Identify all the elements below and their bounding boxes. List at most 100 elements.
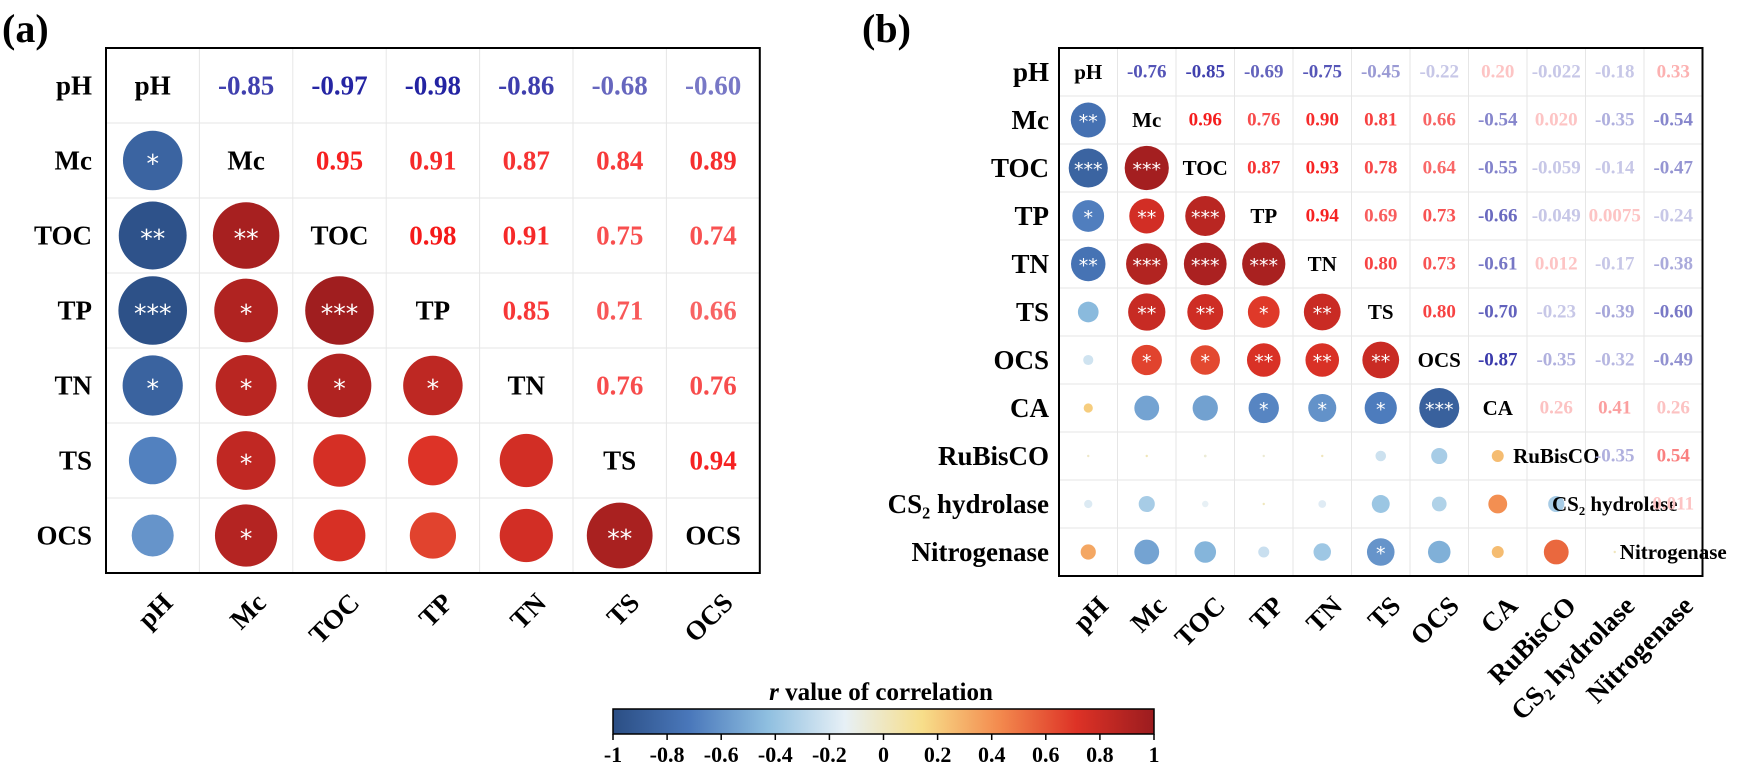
- correlation-value: -0.22: [1419, 62, 1459, 83]
- panel-label-b: (b): [862, 6, 911, 51]
- correlation-value: 0.73: [1423, 254, 1456, 275]
- colorbar-title-rest: value of correlation: [779, 679, 993, 706]
- diagonal-label: OCS: [685, 521, 741, 551]
- colorbar-tick-label: 0.8: [1086, 742, 1114, 767]
- significance-stars: **: [234, 224, 259, 253]
- colorbar-tick-label: 0.2: [924, 742, 952, 767]
- correlation-value: 0.64: [1423, 158, 1457, 179]
- significance-stars: *: [333, 374, 346, 403]
- correlation-value: 0.71: [596, 296, 643, 326]
- correlation-value: -0.49: [1653, 350, 1693, 371]
- correlation-circle: [409, 512, 456, 559]
- panel-a-heatmap: pH -0.85 -0.97 -0.98 -0.86 -0.68 -0.60 * Mc 0.95 0…: [34, 47, 761, 650]
- significance-stars: *: [1376, 399, 1386, 421]
- colorbar-gradient: [612, 708, 1155, 735]
- correlation-circle: [122, 130, 183, 191]
- correlation-value: -0.24: [1653, 206, 1693, 227]
- correlation-value: 0.89: [689, 146, 736, 176]
- significance-stars: *: [1201, 351, 1211, 373]
- correlation-circle: [1543, 539, 1569, 565]
- column-label-a: pH: [132, 587, 179, 634]
- correlation-circle: [1084, 499, 1093, 509]
- correlation-circle: [1202, 500, 1209, 508]
- row-label-a: pH: [56, 71, 92, 101]
- significance-stars: **: [140, 224, 165, 253]
- correlation-value: 0.80: [1364, 254, 1397, 275]
- colorbar-title-italic: r: [769, 679, 779, 706]
- correlation-value: 0.66: [1423, 110, 1456, 131]
- correlation-value: -0.45: [1361, 62, 1401, 83]
- row-label-b: TP: [1014, 201, 1049, 231]
- diagonal-label: TOC: [310, 221, 368, 251]
- correlation-value: -0.97: [311, 71, 367, 101]
- significance-stars: **: [1371, 351, 1390, 373]
- correlation-circle: [1242, 242, 1286, 286]
- correlation-value: 0.94: [1306, 206, 1340, 227]
- correlation-value: 0.87: [1247, 158, 1281, 179]
- correlation-value: 0.54: [1657, 446, 1691, 467]
- significance-stars: *: [240, 449, 253, 478]
- correlation-value: 0.76: [689, 371, 736, 401]
- correlation-value: 0.78: [1364, 158, 1397, 179]
- correlation-circle: [313, 509, 366, 562]
- correlation-value: 0.26: [1540, 398, 1573, 419]
- row-label-b: Mc: [1012, 105, 1049, 135]
- row-label-a: TN: [54, 371, 92, 401]
- correlation-value: 0.84: [596, 146, 643, 176]
- significance-stars: ***: [1425, 399, 1454, 421]
- correlation-value: -0.55: [1478, 158, 1518, 179]
- correlation-circle: [1194, 541, 1217, 563]
- correlation-circle: [1262, 454, 1265, 458]
- correlation-circle: [1072, 200, 1105, 232]
- column-label-a: TS: [601, 587, 646, 632]
- correlation-value: -0.23: [1536, 302, 1576, 323]
- correlation-value: 0.95: [316, 146, 363, 176]
- correlation-circle: [1362, 341, 1400, 379]
- column-label-b: TN: [1300, 590, 1348, 638]
- correlation-value: -0.61: [1478, 254, 1518, 275]
- correlation-value: 0.74: [689, 221, 736, 251]
- column-label-b: pH: [1067, 590, 1114, 637]
- diagonal-label: Mc: [1132, 108, 1161, 132]
- column-label-b: OCS: [1404, 590, 1464, 650]
- correlation-value: 0.41: [1598, 398, 1631, 419]
- diagonal-label: pH: [1074, 60, 1102, 84]
- correlation-circle: [1071, 246, 1106, 282]
- correlation-value: -0.059: [1532, 158, 1581, 179]
- correlation-circle: [1129, 198, 1165, 234]
- diagonal-label: TOC: [1183, 156, 1228, 180]
- row-label-b: Nitrogenase: [912, 537, 1049, 567]
- correlation-value: -0.14: [1595, 158, 1635, 179]
- panel-label-a: (a): [2, 6, 49, 51]
- correlation-value: -0.60: [685, 71, 741, 101]
- correlation-circle: [131, 514, 174, 557]
- significance-stars: *: [1318, 399, 1328, 421]
- correlation-circle: [1364, 391, 1397, 425]
- correlation-value: -0.68: [592, 71, 648, 101]
- significance-stars: *: [146, 374, 159, 403]
- significance-stars: ***: [1074, 159, 1103, 181]
- correlation-value: -0.35: [1536, 350, 1576, 371]
- row-label-b: OCS: [993, 345, 1049, 375]
- colorbar: r value of correlation -1 -0.8 -0.6 -0.4 -0.…: [604, 679, 1160, 767]
- colorbar-tick-label: -0.4: [758, 742, 793, 767]
- significance-stars: *: [1259, 399, 1269, 421]
- correlation-circle: [1087, 454, 1090, 458]
- correlation-value: -0.86: [498, 71, 554, 101]
- significance-stars: **: [1196, 303, 1215, 325]
- correlation-value: -0.85: [1185, 62, 1225, 83]
- row-label-b: CS₂ hydrolase: [888, 489, 1049, 519]
- correlation-value: 0.93: [1306, 158, 1339, 179]
- correlation-circle: [1491, 450, 1504, 462]
- correlation-value: 0.012: [1535, 254, 1578, 275]
- correlation-circle: [1203, 454, 1207, 458]
- correlation-circle: [499, 433, 553, 488]
- correlation-circle: [1077, 301, 1099, 323]
- correlation-value: -0.70: [1478, 302, 1518, 323]
- significance-stars: **: [1137, 303, 1156, 325]
- plot-frame: [1058, 47, 1704, 577]
- correlation-circle: [1138, 495, 1155, 513]
- colorbar-tick-label: 1: [1149, 742, 1160, 767]
- correlation-circle: [1068, 148, 1108, 188]
- correlation-circle: [1262, 502, 1265, 506]
